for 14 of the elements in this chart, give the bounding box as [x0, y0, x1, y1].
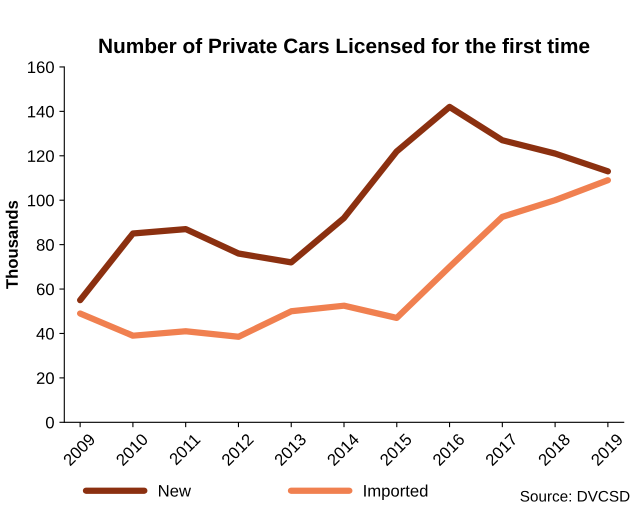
legend-label: Imported: [364, 484, 428, 500]
legend-label: New: [159, 485, 192, 497]
y-tick-label: 120: [28, 150, 54, 162]
y-tick-label: 140: [28, 106, 54, 118]
y-tick-label: 160: [28, 61, 54, 74]
chart-title: Number of Private Cars Licensed for the first time: [99, 38, 590, 54]
y-tick-label: 100: [28, 194, 54, 206]
y-tick-label: 40: [36, 328, 54, 340]
y-tick-label: 0: [46, 416, 54, 429]
source-note: Source: DVCSD: [520, 490, 630, 502]
y-tick-label: 60: [36, 283, 54, 296]
y-axis-title: Thousands: [6, 200, 18, 289]
y-tick-label: 20: [36, 372, 54, 384]
y-tick-label: 80: [36, 239, 54, 251]
